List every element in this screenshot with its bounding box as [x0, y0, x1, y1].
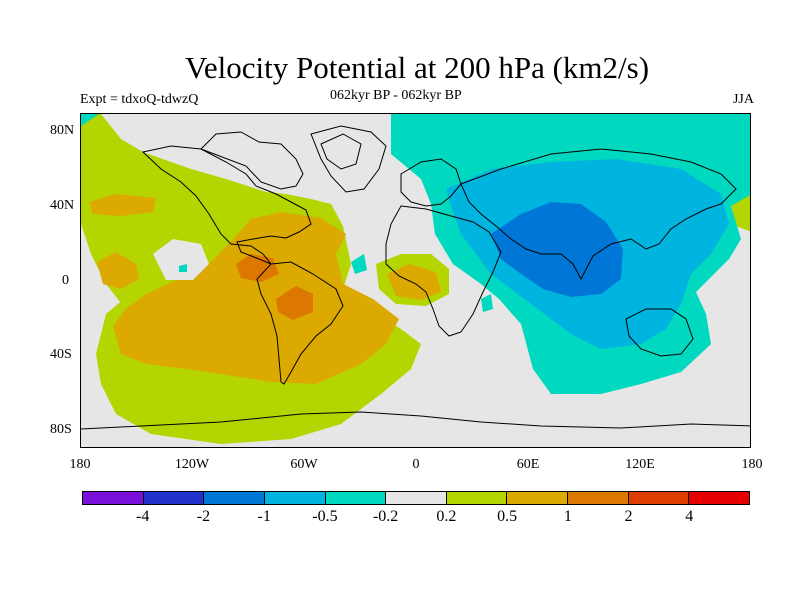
colorbar-swatch — [689, 492, 750, 504]
colorbar-level-label: 4 — [685, 508, 694, 525]
experiment-label: Expt = tdxoQ-tdwzQ — [80, 92, 199, 107]
x-tick-label: 0 — [412, 457, 420, 472]
colorbar-level-label: -2 — [196, 508, 211, 525]
plot-title: Velocity Potential at 200 hPa (km2/s) — [184, 50, 650, 85]
x-tick-label: 60E — [516, 457, 540, 472]
map-panel — [80, 113, 751, 448]
velocity-potential-map — [81, 114, 750, 447]
x-tick-label: 180 — [741, 457, 763, 472]
y-tick-label: 40S — [50, 347, 72, 362]
y-tick-label: 80N — [50, 123, 75, 138]
colorbar — [82, 491, 750, 505]
colorbar-swatch — [386, 492, 447, 504]
colorbar-level-label: 0.2 — [436, 508, 457, 525]
colorbar-swatch — [628, 492, 690, 504]
colorbar-swatch — [325, 492, 387, 504]
season-label: JJA — [732, 92, 754, 107]
colorbar-level-label: -1 — [257, 508, 271, 525]
x-tick-label: 120E — [625, 457, 655, 472]
x-tick-label: 60W — [290, 457, 318, 472]
colorbar-swatch — [568, 492, 629, 504]
colorbar-swatch — [143, 492, 205, 504]
colorbar-swatch — [446, 492, 508, 504]
colorbar-swatch — [264, 492, 326, 504]
colorbar-level-label: -0.5 — [312, 508, 338, 525]
colorbar-level-label: 0.5 — [497, 508, 518, 525]
x-tick-label: 120W — [174, 457, 210, 472]
period-label: 062kyr BP - 062kyr BP — [330, 88, 462, 103]
colorbar-swatch — [204, 492, 265, 504]
y-tick-label: 80S — [50, 422, 72, 437]
colorbar-level-label: 1 — [563, 508, 572, 525]
colorbar-swatch — [83, 492, 144, 504]
colorbar-swatch — [507, 492, 569, 504]
colorbar-level-label: -4 — [136, 508, 150, 525]
x-tick-label: 180 — [69, 457, 91, 472]
y-tick-label: 40N — [50, 198, 75, 213]
colorbar-level-label: 2 — [624, 508, 633, 525]
colorbar-level-label: -0.2 — [372, 508, 399, 525]
y-tick-label: 0 — [62, 273, 69, 288]
coastline-overlay — [81, 125, 750, 430]
